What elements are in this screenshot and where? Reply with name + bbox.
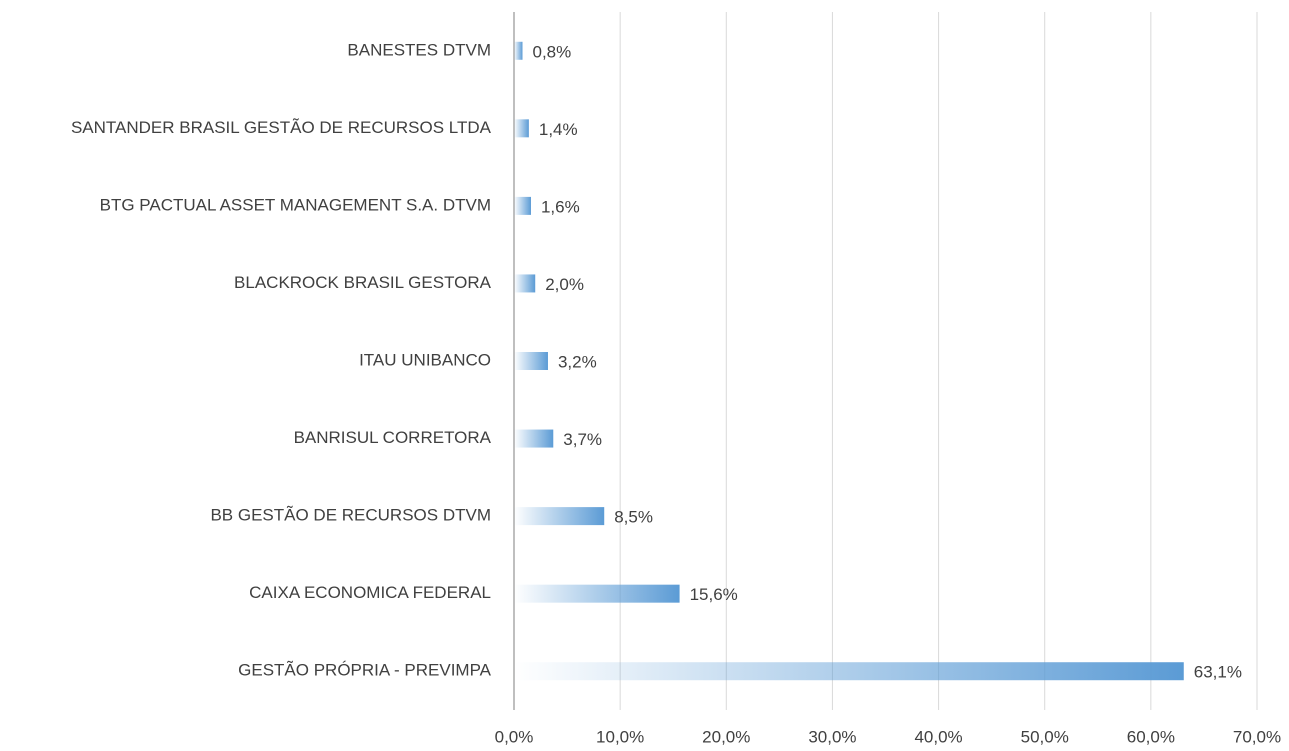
x-tick-label: 30,0% <box>808 727 856 746</box>
bar <box>514 41 523 60</box>
x-tick-label: 0,0% <box>495 727 534 746</box>
data-label: 2,0% <box>545 275 584 294</box>
bar <box>514 429 554 448</box>
y-tick-label: BANESTES DTVM <box>347 40 491 59</box>
bar <box>514 274 536 293</box>
bar <box>514 196 531 215</box>
data-label: 0,8% <box>532 42 571 61</box>
y-tick-label: BANRISUL CORRETORA <box>294 428 492 447</box>
y-tick-label: BTG PACTUAL ASSET MANAGEMENT S.A. DTVM <box>100 195 491 214</box>
bar <box>514 507 605 526</box>
y-tick-label: GESTÃO PRÓPRIA - PREVIMPA <box>238 661 492 680</box>
x-tick-label: 40,0% <box>914 727 962 746</box>
bar <box>514 119 529 138</box>
y-tick-label: SANTANDER BRASIL GESTÃO DE RECURSOS LTDA <box>71 118 492 137</box>
y-tick-label: CAIXA ECONOMICA FEDERAL <box>249 583 491 602</box>
data-label: 15,6% <box>690 585 738 604</box>
bar <box>514 352 548 370</box>
bar <box>514 584 680 603</box>
data-label: 3,7% <box>563 430 602 449</box>
x-tick-label: 60,0% <box>1127 727 1175 746</box>
x-tick-label: 20,0% <box>702 727 750 746</box>
x-tick-label: 50,0% <box>1021 727 1069 746</box>
y-tick-label: BB GESTÃO DE RECURSOS DTVM <box>210 506 491 525</box>
data-label: 63,1% <box>1194 663 1242 682</box>
data-label: 1,6% <box>541 197 580 216</box>
x-tick-label: 10,0% <box>596 727 644 746</box>
y-tick-label: ITAU UNIBANCO <box>359 350 491 369</box>
data-label: 1,4% <box>539 120 578 139</box>
data-label: 8,5% <box>614 508 653 527</box>
data-label: 3,2% <box>558 352 597 371</box>
x-tick-label: 70,0% <box>1233 727 1281 746</box>
y-tick-label: BLACKROCK BRASIL GESTORA <box>234 273 492 292</box>
bar <box>514 662 1184 681</box>
